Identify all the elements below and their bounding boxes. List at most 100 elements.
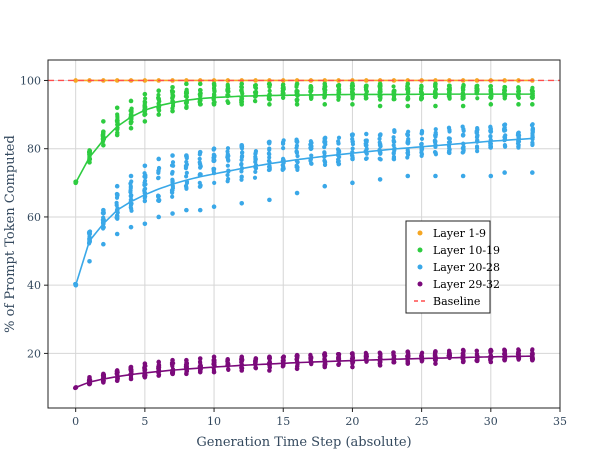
scatter-point xyxy=(225,149,230,154)
data-point xyxy=(433,81,438,87)
scatter-point xyxy=(211,360,216,365)
scatter-point xyxy=(488,144,494,149)
data-point xyxy=(488,129,494,134)
scatter-point xyxy=(433,139,438,144)
scatter-point xyxy=(198,88,203,93)
scatter-point xyxy=(295,153,300,159)
data-point xyxy=(197,81,203,87)
scatter-point xyxy=(212,88,217,93)
data-point xyxy=(156,214,162,220)
scatter-point xyxy=(336,88,341,93)
data-point xyxy=(114,132,120,138)
legend-swatch xyxy=(417,247,423,253)
scatter-point xyxy=(115,216,120,221)
scatter-point xyxy=(280,162,285,168)
scatter-point xyxy=(350,137,355,142)
y-tick-label: 60 xyxy=(27,211,41,224)
data-point xyxy=(156,112,162,117)
scatter-point xyxy=(447,136,452,141)
data-point xyxy=(460,173,466,179)
scatter-point xyxy=(225,179,230,184)
data-point xyxy=(488,359,494,365)
trend-line-1 xyxy=(74,93,533,184)
scatter-point xyxy=(169,190,175,195)
x-axis-ticks: 0 5 10 15 20 25 30 35 xyxy=(72,408,567,428)
scatter-point xyxy=(240,91,245,96)
scatter-point xyxy=(336,94,341,99)
scatter-point xyxy=(197,359,203,364)
y-tick-label: 40 xyxy=(27,279,41,292)
scatter-point xyxy=(211,158,216,163)
data-point xyxy=(294,366,300,372)
scatter-point xyxy=(502,142,508,148)
plot-frame xyxy=(47,59,561,409)
scatter-point xyxy=(516,94,521,100)
scatter-point xyxy=(475,149,480,154)
scatter-point xyxy=(267,152,272,157)
data-point xyxy=(211,102,217,107)
data-point xyxy=(114,368,120,373)
data-point xyxy=(377,177,383,182)
scatter-point xyxy=(419,87,424,92)
scatter-point xyxy=(503,133,508,138)
scatter-point xyxy=(391,84,396,89)
scatter-point xyxy=(502,348,508,353)
data-point xyxy=(377,103,383,109)
data-point xyxy=(405,81,411,87)
data-point xyxy=(73,78,78,83)
data-point xyxy=(322,102,328,107)
scatter-point xyxy=(336,135,342,140)
scatter-point xyxy=(363,87,369,92)
data-point xyxy=(294,190,300,196)
scatter-point xyxy=(309,153,314,158)
data-point xyxy=(114,378,120,384)
x-tick-label: 0 xyxy=(72,415,79,428)
scatter-point xyxy=(364,131,369,136)
data-point xyxy=(405,349,411,355)
data-point xyxy=(211,204,217,210)
scatter-point xyxy=(225,89,230,94)
scatter-point xyxy=(474,146,480,151)
legend-swatch xyxy=(417,264,423,270)
scatter-point xyxy=(226,367,231,372)
scatter-point xyxy=(378,142,383,147)
data-point xyxy=(197,207,203,213)
data-point xyxy=(184,105,189,111)
series-band-1 xyxy=(73,81,535,184)
scatter-point xyxy=(239,96,245,101)
scatter-point xyxy=(266,158,272,163)
scatter-point xyxy=(377,89,382,94)
scatter-point xyxy=(419,128,425,134)
data-point xyxy=(377,81,383,87)
scatter-point xyxy=(225,163,230,168)
data-point xyxy=(142,119,148,124)
data-point xyxy=(101,207,106,213)
data-point xyxy=(184,357,189,363)
scatter-point xyxy=(253,356,259,361)
scatter-point xyxy=(183,166,189,171)
scatter-point xyxy=(391,156,396,162)
scatter-point xyxy=(280,141,286,146)
x-tick-label: 10 xyxy=(207,415,221,428)
scatter-point xyxy=(281,95,286,100)
scatter-point xyxy=(350,354,355,359)
scatter-point xyxy=(212,166,217,172)
scatter-point xyxy=(377,136,382,141)
scatter-point xyxy=(350,87,355,92)
scatter-point xyxy=(336,141,341,146)
data-point xyxy=(294,102,300,107)
data-point xyxy=(156,156,162,162)
scatter-point xyxy=(156,198,161,203)
data-point xyxy=(322,351,328,356)
scatter-point xyxy=(281,166,286,171)
x-tick-label: 15 xyxy=(276,415,290,428)
data-point xyxy=(516,102,521,107)
scatter-point xyxy=(530,142,535,148)
scatter-point xyxy=(294,149,299,154)
scatter-point xyxy=(128,121,133,126)
scatter-point xyxy=(308,145,313,150)
scatter-point xyxy=(322,90,328,95)
scatter-point xyxy=(447,139,452,145)
scatter-point xyxy=(516,145,521,150)
